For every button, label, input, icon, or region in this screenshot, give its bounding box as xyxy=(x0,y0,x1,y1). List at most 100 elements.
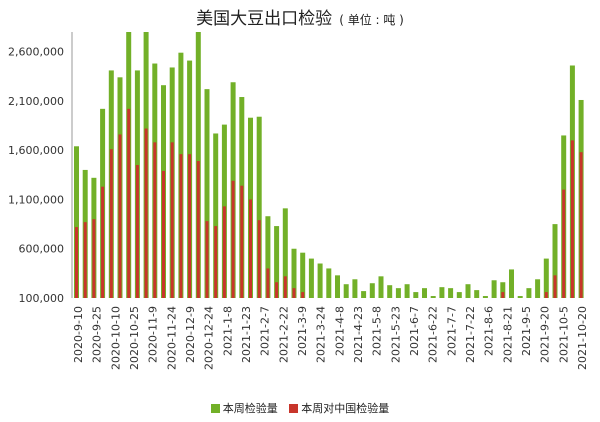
bar-total xyxy=(535,279,541,298)
bar-china xyxy=(544,292,548,298)
bar-total xyxy=(265,216,271,298)
legend-swatch-total xyxy=(210,404,220,413)
x-tick-label: 2021-8-6 xyxy=(483,306,496,356)
x-tick-label: 2020-12-9 xyxy=(184,306,197,363)
x-tick-label: 2021-2-22 xyxy=(277,306,290,363)
x-tick-label: 2021-9-20 xyxy=(539,306,552,363)
x-tick-label: 2021-7-7 xyxy=(445,306,458,356)
bar-total xyxy=(308,258,314,298)
bar-china xyxy=(109,149,113,298)
chart-subtitle: ( 单位 : 吨 ) xyxy=(339,13,404,27)
bar-total xyxy=(448,288,454,298)
y-tick-label: 600,000 xyxy=(19,243,65,256)
bar-china xyxy=(162,170,165,298)
bar-total xyxy=(439,287,445,298)
y-tick-label: 2,600,000 xyxy=(8,46,64,59)
bar-total xyxy=(543,258,549,298)
bar-chart: 100,000 600,000 1,100,000 1,600,000 2,100,00… xyxy=(8,32,589,370)
x-tick-label: 2020-10-10 xyxy=(109,306,122,370)
bar-china xyxy=(301,292,305,298)
bar-china xyxy=(501,292,505,298)
bar-total xyxy=(430,296,436,298)
x-tick-label: 2020-9-25 xyxy=(91,306,104,363)
bar-total xyxy=(482,296,488,298)
x-tick-label: 2021-10-20 xyxy=(576,306,589,370)
bar-total xyxy=(552,224,558,298)
bar-china xyxy=(283,276,287,298)
bar-china xyxy=(222,206,226,298)
x-tick-label: 2021-5-23 xyxy=(389,306,402,363)
x-tick-label: 2021-6-22 xyxy=(427,306,440,363)
chart-legend: 本周检验量 本周对中国检验量 xyxy=(0,400,600,416)
x-tick-label: 2021-3-9 xyxy=(296,306,309,356)
bar-china xyxy=(196,161,200,298)
bar-total xyxy=(378,276,384,298)
bar-total xyxy=(465,284,471,298)
bar-china xyxy=(118,134,122,298)
x-tick-label: 2020-9-10 xyxy=(72,306,85,363)
x-tick-label: 2021-6-7 xyxy=(408,306,421,356)
x-tick-label: 2020-11-24 xyxy=(165,306,178,370)
bar-total xyxy=(395,288,401,298)
x-tick-label: 2021-10-5 xyxy=(557,306,570,363)
bar-total xyxy=(300,252,306,298)
bar-china xyxy=(562,189,566,298)
bar-china xyxy=(92,219,96,298)
x-tick-label: 2021-1-8 xyxy=(221,306,234,356)
x-tick-label: 2020-11-9 xyxy=(147,306,160,363)
bar-total xyxy=(204,89,210,298)
bar-china xyxy=(205,221,209,298)
y-tick-label: 1,600,000 xyxy=(8,144,64,157)
bar-total xyxy=(526,288,532,298)
legend-label-total: 本周检验量 xyxy=(222,402,278,415)
bar-china xyxy=(83,222,87,298)
bar-total xyxy=(274,226,280,298)
y-tick-label: 1,100,000 xyxy=(8,193,64,206)
x-tick-label: 2021-2-7 xyxy=(259,306,272,356)
bar-total xyxy=(335,275,340,298)
bar-total xyxy=(517,296,523,298)
bar-total xyxy=(456,292,462,298)
bar-china xyxy=(275,282,279,298)
bar-total xyxy=(404,284,410,298)
x-tick-label: 2021-7-22 xyxy=(464,306,477,363)
bar-total xyxy=(387,285,393,298)
bar-china xyxy=(188,154,192,298)
bar-total xyxy=(509,269,514,298)
bar-china xyxy=(249,199,252,298)
legend-item-total: 本周检验量 xyxy=(210,400,278,416)
x-tick-label: 2020-12-24 xyxy=(203,306,216,370)
bar-total xyxy=(369,283,375,298)
x-tick-label: 2021-4-23 xyxy=(352,306,365,363)
bar-china xyxy=(570,140,574,298)
legend-item-china: 本周对中国检验量 xyxy=(289,400,389,416)
bar-total xyxy=(291,248,297,298)
legend-label-china: 本周对中国检验量 xyxy=(301,402,390,415)
bar-total xyxy=(74,146,79,298)
bar-china xyxy=(240,185,244,298)
bar-china xyxy=(579,152,583,298)
legend-swatch-china xyxy=(289,404,299,413)
x-tick-label: 2021-4-8 xyxy=(333,306,346,356)
bar-china xyxy=(101,186,105,298)
chart-title-block: 美国大豆出口检验 ( 单位 : 吨 ) xyxy=(0,4,600,29)
x-tick-label: 2021-3-24 xyxy=(315,306,328,363)
bar-china xyxy=(179,154,183,298)
x-tick-label: 2020-10-25 xyxy=(128,306,141,370)
bar-total xyxy=(422,288,427,298)
bar-total xyxy=(413,292,419,298)
bar-total xyxy=(256,116,262,299)
x-tick-label: 2021-8-21 xyxy=(501,306,514,363)
bar-total xyxy=(317,263,323,298)
bar-total xyxy=(352,279,358,298)
bar-china xyxy=(144,128,148,298)
bar-total xyxy=(213,133,219,298)
bar-china xyxy=(553,275,557,298)
bar-china xyxy=(214,226,218,298)
bar-china xyxy=(292,288,296,298)
bar-china xyxy=(135,165,139,298)
bar-total xyxy=(326,268,332,298)
bar-total xyxy=(343,284,349,298)
y-tick-label: 2,100,000 xyxy=(8,95,64,108)
y-tick-label: 100,000 xyxy=(19,292,65,305)
